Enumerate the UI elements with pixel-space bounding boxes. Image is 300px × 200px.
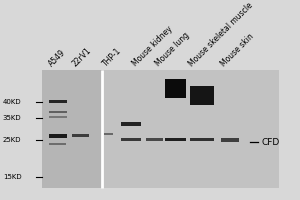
Bar — [190, 86, 214, 105]
Text: 40KD: 40KD — [3, 99, 22, 105]
Bar — [49, 143, 67, 145]
Text: A549: A549 — [47, 48, 68, 68]
Bar — [104, 133, 112, 135]
Text: 15KD: 15KD — [3, 174, 22, 180]
Text: 25KD: 25KD — [3, 137, 21, 143]
Bar — [121, 122, 141, 126]
Text: Mouse skin: Mouse skin — [219, 32, 256, 68]
Bar — [49, 134, 67, 138]
Bar — [71, 134, 89, 137]
Bar — [165, 138, 186, 141]
Text: Mouse kidney: Mouse kidney — [130, 25, 174, 68]
Bar — [190, 138, 214, 141]
Text: 22rV1: 22rV1 — [71, 46, 93, 68]
Bar — [49, 111, 67, 113]
Text: Mouse lung: Mouse lung — [154, 31, 191, 68]
Bar — [121, 138, 141, 141]
Text: 35KD: 35KD — [3, 115, 22, 121]
Bar — [146, 138, 163, 141]
Bar — [49, 116, 67, 118]
Text: Mouse skeletal muscle: Mouse skeletal muscle — [187, 1, 254, 68]
Text: THP-1: THP-1 — [100, 46, 123, 68]
Bar — [41, 70, 279, 188]
Bar — [41, 70, 102, 188]
Text: CFD: CFD — [262, 138, 280, 147]
Bar — [165, 79, 186, 98]
Bar — [221, 138, 239, 142]
Bar — [49, 100, 67, 103]
